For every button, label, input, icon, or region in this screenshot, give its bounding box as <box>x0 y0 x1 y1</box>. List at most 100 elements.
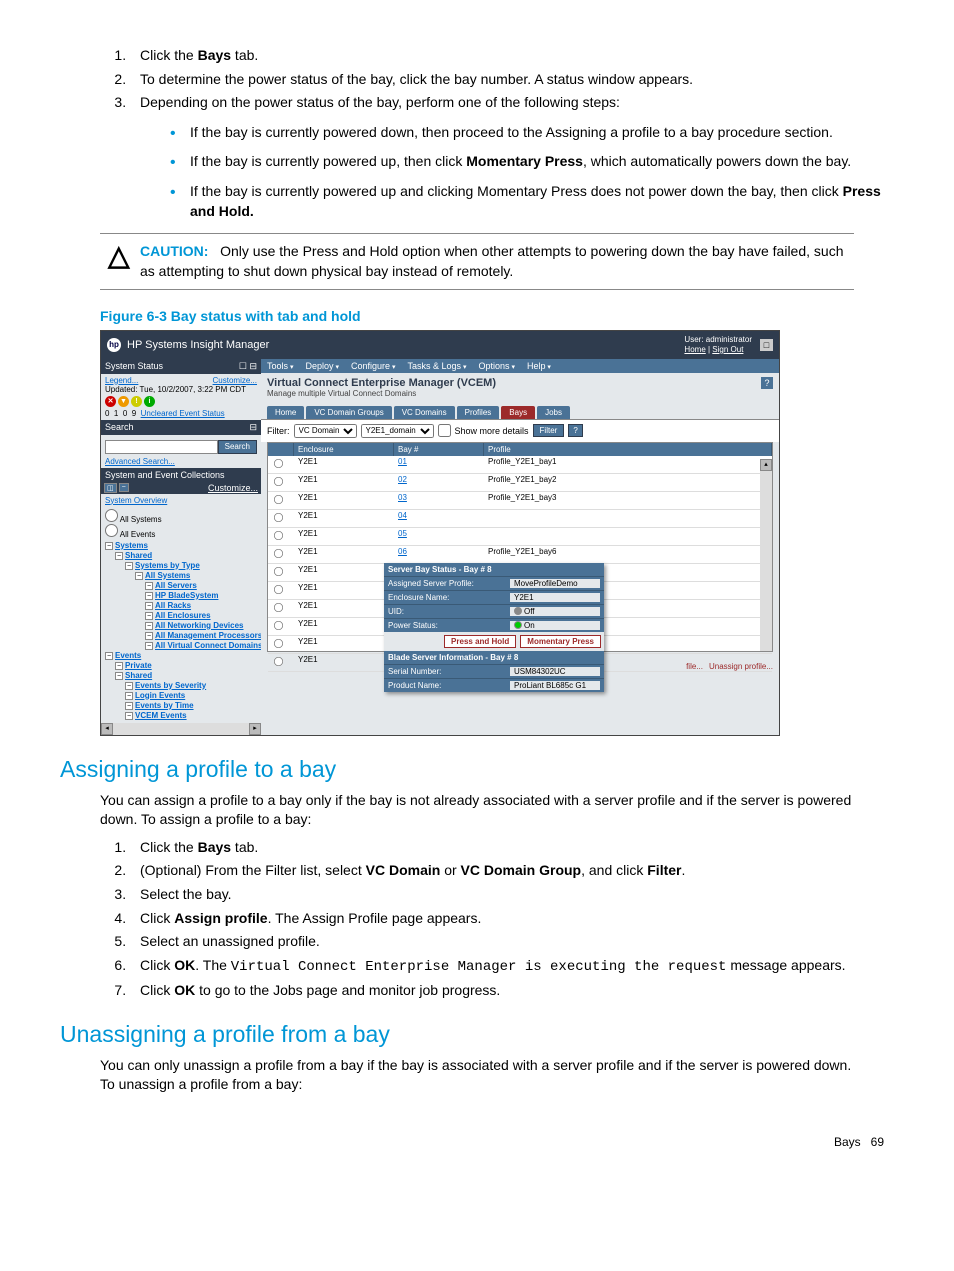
all-systems-radio[interactable] <box>105 509 118 522</box>
filter-label: Filter: <box>267 426 290 436</box>
signout-link[interactable]: Sign Out <box>712 345 743 354</box>
maximize-button[interactable]: □ <box>760 339 773 351</box>
bullet-1: If the bay is currently powered down, th… <box>170 123 894 143</box>
row-radio[interactable] <box>274 638 283 647</box>
sidebar-h-scrollbar[interactable]: ◂▸ <box>101 723 261 735</box>
collections-header: System and Event Collections <box>101 468 261 482</box>
updated-text: Updated: Tue, 10/2/2007, 3:22 PM CDT <box>105 385 257 394</box>
table-row[interactable]: Y2E106Profile_Y2E1_bay6 <box>268 546 772 564</box>
search-input[interactable] <box>105 440 218 454</box>
row-radio[interactable] <box>274 602 283 611</box>
tree-events[interactable]: Events <box>115 651 141 660</box>
tree-allracks[interactable]: All Racks <box>155 601 191 610</box>
tab-bays[interactable]: Bays <box>501 406 535 419</box>
customize-link-2[interactable]: Customize... <box>208 483 258 493</box>
momentary-press-button[interactable]: Momentary Press <box>520 635 601 648</box>
popup-header-2: Blade Server Information - Bay # 8 <box>384 651 604 664</box>
assigned-profile-value: MoveProfileDemo <box>510 579 600 588</box>
tab-bar: Home VC Domain Groups VC Domains Profile… <box>261 400 779 419</box>
press-hold-button[interactable]: Press and Hold <box>444 635 516 648</box>
menu-tools[interactable]: Tools <box>267 361 293 371</box>
filter-domain-select[interactable]: Y2E1_domain <box>361 424 434 438</box>
tab-jobs[interactable]: Jobs <box>537 406 570 419</box>
row-radio[interactable] <box>274 530 283 539</box>
menu-tasks[interactable]: Tasks & Logs <box>407 361 466 371</box>
tab-vcdg[interactable]: VC Domain Groups <box>306 406 391 419</box>
hp-logo-icon: hp <box>107 338 121 352</box>
table-row[interactable]: Y2E102Profile_Y2E1_bay2 <box>268 474 772 492</box>
filter-help-icon[interactable]: ? <box>568 424 582 437</box>
b-step-1: Click the Bays tab. <box>130 838 894 858</box>
nav-tree: −Systems −Shared −Systems by Type −All S… <box>105 541 257 720</box>
tree-private[interactable]: Private <box>125 661 152 670</box>
tree-shared[interactable]: Shared <box>125 551 152 560</box>
row-radio[interactable] <box>274 584 283 593</box>
help-icon[interactable]: ? <box>761 377 773 389</box>
bays-table: Enclosure Bay # Profile Y2E101Profile_Y2… <box>267 442 773 652</box>
system-overview-link[interactable]: System Overview <box>105 496 257 505</box>
app-title: HP Systems Insight Manager <box>127 339 269 351</box>
row-radio[interactable] <box>274 566 283 575</box>
tree-sbt[interactable]: Systems by Type <box>135 561 200 570</box>
search-header: Search⊟ <box>101 420 261 435</box>
tree-ebt[interactable]: Events by Time <box>135 701 194 710</box>
row-radio[interactable] <box>274 620 283 629</box>
uid-value: Off <box>510 607 600 616</box>
tree-vcem[interactable]: VCEM Events <box>135 711 187 720</box>
minor-icon: ! <box>131 396 142 407</box>
tree-allsys[interactable]: All Systems <box>145 571 190 580</box>
tree-shared2[interactable]: Shared <box>125 671 152 680</box>
bay-status-popup: Server Bay Status - Bay # 8 Assigned Ser… <box>384 563 604 692</box>
figure-caption: Figure 6-3 Bay status with tab and hold <box>100 308 894 324</box>
procedure-list-b: Click the Bays tab. (Optional) From the … <box>60 838 894 1001</box>
col-enclosure[interactable]: Enclosure <box>294 443 394 456</box>
menu-help[interactable]: Help <box>527 361 551 371</box>
row-radio[interactable] <box>274 476 283 485</box>
all-events-radio[interactable] <box>105 524 118 537</box>
home-link[interactable]: Home <box>684 345 705 354</box>
step-3: Depending on the power status of the bay… <box>130 93 894 221</box>
tree-login[interactable]: Login Events <box>135 691 185 700</box>
row-radio[interactable] <box>274 548 283 557</box>
collapse-all-icon[interactable]: − <box>119 483 129 492</box>
row-radio[interactable] <box>274 458 283 467</box>
col-profile[interactable]: Profile <box>484 443 772 456</box>
tree-hpbs[interactable]: HP BladeSystem <box>155 591 218 600</box>
tab-home[interactable]: Home <box>267 406 304 419</box>
filter-button[interactable]: Filter <box>533 424 565 437</box>
table-v-scrollbar[interactable]: ▴ <box>760 459 772 651</box>
legend-link[interactable]: Legend... <box>105 376 138 385</box>
bullet-2: If the bay is currently powered up, then… <box>170 152 894 172</box>
serial-value: USM84302UC <box>510 667 600 676</box>
table-row[interactable]: Y2E101Profile_Y2E1_bay1 <box>268 456 772 474</box>
expand-all-icon[interactable]: ◫ <box>104 483 117 493</box>
table-row[interactable]: Y2E103Profile_Y2E1_bay3 <box>268 492 772 510</box>
advanced-search-link[interactable]: Advanced Search... <box>105 457 257 466</box>
tree-allenc[interactable]: All Enclosures <box>155 611 211 620</box>
tree-allvc[interactable]: All Virtual Connect Domains <box>155 641 262 650</box>
system-status-header: System Status☐ ⊟ <box>101 359 261 374</box>
table-row[interactable]: Y2E104 <box>268 510 772 528</box>
tab-profiles[interactable]: Profiles <box>457 406 500 419</box>
tree-ebs[interactable]: Events by Severity <box>135 681 206 690</box>
col-bay[interactable]: Bay # <box>394 443 484 456</box>
row-radio[interactable] <box>274 656 283 665</box>
power-led-icon <box>514 621 522 629</box>
row-radio[interactable] <box>274 494 283 503</box>
menu-deploy[interactable]: Deploy <box>305 361 338 371</box>
table-row[interactable]: Y2E105 <box>268 528 772 546</box>
search-button[interactable]: Search <box>218 440 257 454</box>
tree-allsrv[interactable]: All Servers <box>155 581 197 590</box>
filter-type-select[interactable]: VC Domain <box>294 424 357 438</box>
unassigning-intro: You can only unassign a profile from a b… <box>100 1056 854 1095</box>
caution-box: △ CAUTION: Only use the Press and Hold o… <box>100 233 854 290</box>
show-more-checkbox[interactable] <box>438 424 451 437</box>
menu-configure[interactable]: Configure <box>351 361 396 371</box>
tree-allnet[interactable]: All Networking Devices <box>155 621 243 630</box>
tab-vcd[interactable]: VC Domains <box>394 406 455 419</box>
tree-allmgmt[interactable]: All Management Processors <box>155 631 262 640</box>
tree-systems[interactable]: Systems <box>115 541 148 550</box>
row-radio[interactable] <box>274 512 283 521</box>
customize-link[interactable]: Customize... <box>213 376 257 385</box>
menu-options[interactable]: Options <box>478 361 515 371</box>
